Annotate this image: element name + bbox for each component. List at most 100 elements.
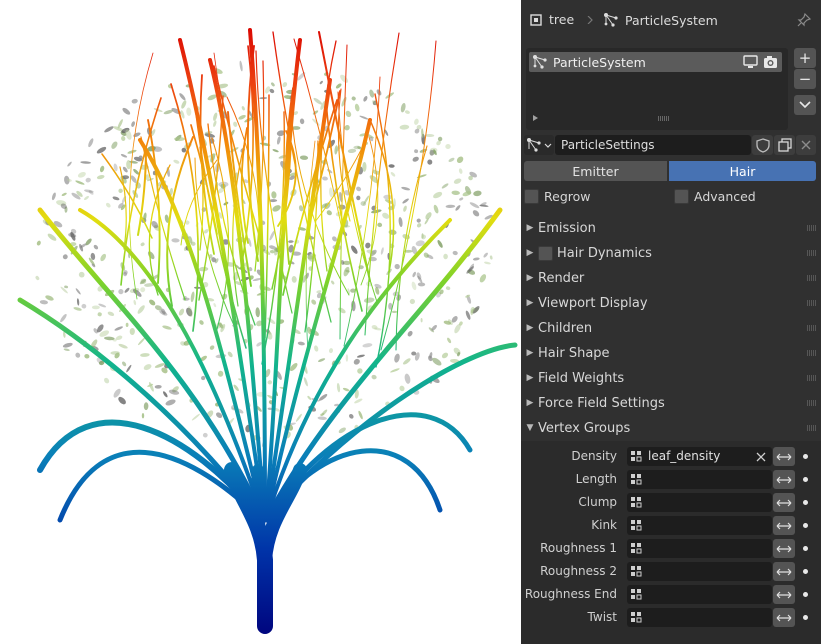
drag-grip-icon[interactable]: [807, 225, 817, 231]
leaf-particle: [332, 236, 337, 242]
monitor-icon[interactable]: [743, 55, 758, 69]
list-item-particle-system[interactable]: ParticleSystem: [529, 52, 782, 72]
close-icon: [801, 140, 811, 150]
invert-vertex-group-button[interactable]: [773, 516, 795, 535]
leaf-particle: [64, 206, 68, 213]
invert-vertex-group-button[interactable]: [773, 562, 795, 581]
leaf-particle: [81, 303, 87, 309]
keyframe-dot-icon[interactable]: [803, 523, 808, 528]
pin-icon[interactable]: [796, 12, 812, 28]
fake-user-button[interactable]: [752, 135, 773, 155]
vertex-group-row-roughness-1: Roughness 1: [521, 538, 821, 559]
list-specials-button[interactable]: [794, 95, 816, 115]
advanced-option[interactable]: Advanced: [674, 189, 756, 204]
remove-particle-system-button[interactable]: −: [794, 69, 816, 89]
leaf-particle: [115, 335, 123, 341]
add-particle-system-button[interactable]: +: [794, 48, 816, 68]
particle-system-list[interactable]: ParticleSystem: [526, 48, 788, 130]
vertex-group-label: Roughness End: [524, 587, 617, 601]
panel-vertex-groups[interactable]: ▼ Vertex Groups: [521, 416, 821, 440]
panel-viewport-display[interactable]: ▶ Viewport Display: [521, 291, 821, 315]
regrow-option[interactable]: Regrow: [524, 189, 590, 204]
length-vertex-group-field[interactable]: [627, 470, 772, 489]
keyframe-dot-icon[interactable]: [803, 500, 808, 505]
leaf-particle: [388, 302, 393, 310]
camera-icon[interactable]: [763, 55, 778, 69]
leaf-particle: [133, 299, 137, 306]
drag-grip-icon[interactable]: [807, 400, 817, 406]
drag-grip-icon[interactable]: [807, 350, 817, 356]
leaf-particle: [77, 171, 86, 178]
leaf-particle: [375, 286, 380, 295]
keyframe-dot-icon[interactable]: [803, 569, 808, 574]
roughness-2-vertex-group-field[interactable]: [627, 562, 772, 581]
panel-children[interactable]: ▶ Children: [521, 316, 821, 340]
tab-emitter[interactable]: Emitter: [524, 161, 667, 181]
invert-vertex-group-button[interactable]: [773, 539, 795, 558]
invert-vertex-group-button[interactable]: [773, 493, 795, 512]
advanced-checkbox[interactable]: [674, 189, 689, 204]
roughness-1-vertex-group-field[interactable]: [627, 539, 772, 558]
datablock-name-field[interactable]: ParticleSettings: [555, 135, 751, 155]
panel-emission[interactable]: ▶ Emission: [521, 216, 821, 240]
density-vertex-group-field[interactable]: leaf_density: [627, 447, 772, 466]
drag-grip-icon[interactable]: [807, 325, 817, 331]
invert-vertex-group-button[interactable]: [773, 470, 795, 489]
keyframe-dot-icon[interactable]: [803, 546, 808, 551]
drag-grip-icon[interactable]: [807, 250, 817, 256]
leaf-particle: [390, 368, 400, 373]
keyframe-dot-icon[interactable]: [803, 592, 808, 597]
invert-vertex-group-button[interactable]: [773, 447, 795, 466]
leaf-particle: [347, 288, 351, 295]
leaf-particle: [469, 171, 478, 178]
leaf-particle: [450, 358, 460, 364]
tab-hair[interactable]: Hair: [669, 161, 816, 181]
leaf-particle: [60, 203, 67, 209]
panel-force-field-settings[interactable]: ▶ Force Field Settings: [521, 391, 821, 415]
panel-hair-shape[interactable]: ▶ Hair Shape: [521, 341, 821, 365]
panel-hair-dynamics[interactable]: ▶ Hair Dynamics: [521, 241, 821, 265]
keyframe-dot-icon[interactable]: [803, 615, 808, 620]
hair-dynamics-checkbox[interactable]: [538, 245, 553, 261]
drag-grip-icon[interactable]: [807, 300, 817, 306]
breadcrumb-object[interactable]: tree: [529, 12, 574, 27]
panel-field-weights[interactable]: ▶ Field Weights: [521, 366, 821, 390]
drag-grip-icon[interactable]: [807, 425, 817, 431]
panel-render[interactable]: ▶ Render: [521, 266, 821, 290]
drag-grip-icon[interactable]: [807, 275, 817, 281]
leaf-particle: [88, 138, 94, 148]
leaf-particle: [63, 348, 70, 351]
list-resize-grip[interactable]: [658, 116, 670, 121]
leaf-particle: [483, 252, 488, 258]
leaf-particle: [271, 82, 275, 87]
clear-icon[interactable]: [756, 452, 766, 462]
leaf-particle: [370, 209, 382, 214]
drag-grip-icon[interactable]: [807, 375, 817, 381]
leaf-particle: [211, 257, 217, 263]
unlink-datablock-button[interactable]: [796, 135, 816, 155]
leaf-particle: [354, 398, 363, 404]
datablock-browse-button[interactable]: [524, 135, 554, 155]
keyframe-dot-icon[interactable]: [803, 477, 808, 482]
keyframe-dot-icon[interactable]: [803, 454, 808, 459]
leaf-particle: [186, 107, 192, 116]
leaf-particle: [76, 298, 80, 306]
leaf-particle: [371, 325, 378, 330]
vertex-groups-content: Density leaf_density Length: [521, 441, 821, 644]
invert-vertex-group-button[interactable]: [773, 585, 795, 604]
duplicate-datablock-button[interactable]: [774, 135, 795, 155]
kink-vertex-group-field[interactable]: [627, 516, 772, 535]
leaf-particle: [78, 271, 85, 278]
leaf-particle: [185, 220, 190, 225]
leaf-particle: [53, 221, 63, 228]
breadcrumb-modifier[interactable]: ParticleSystem: [603, 12, 718, 28]
leaf-particle: [129, 328, 135, 335]
regrow-checkbox[interactable]: [524, 189, 539, 204]
invert-vertex-group-button[interactable]: [773, 608, 795, 627]
roughness-end-vertex-group-field[interactable]: [627, 585, 772, 604]
3d-viewport[interactable]: [0, 0, 521, 644]
expand-triangle-icon[interactable]: [532, 114, 540, 122]
leaf-particle: [356, 186, 362, 192]
clump-vertex-group-field[interactable]: [627, 493, 772, 512]
twist-vertex-group-field[interactable]: [627, 608, 772, 627]
